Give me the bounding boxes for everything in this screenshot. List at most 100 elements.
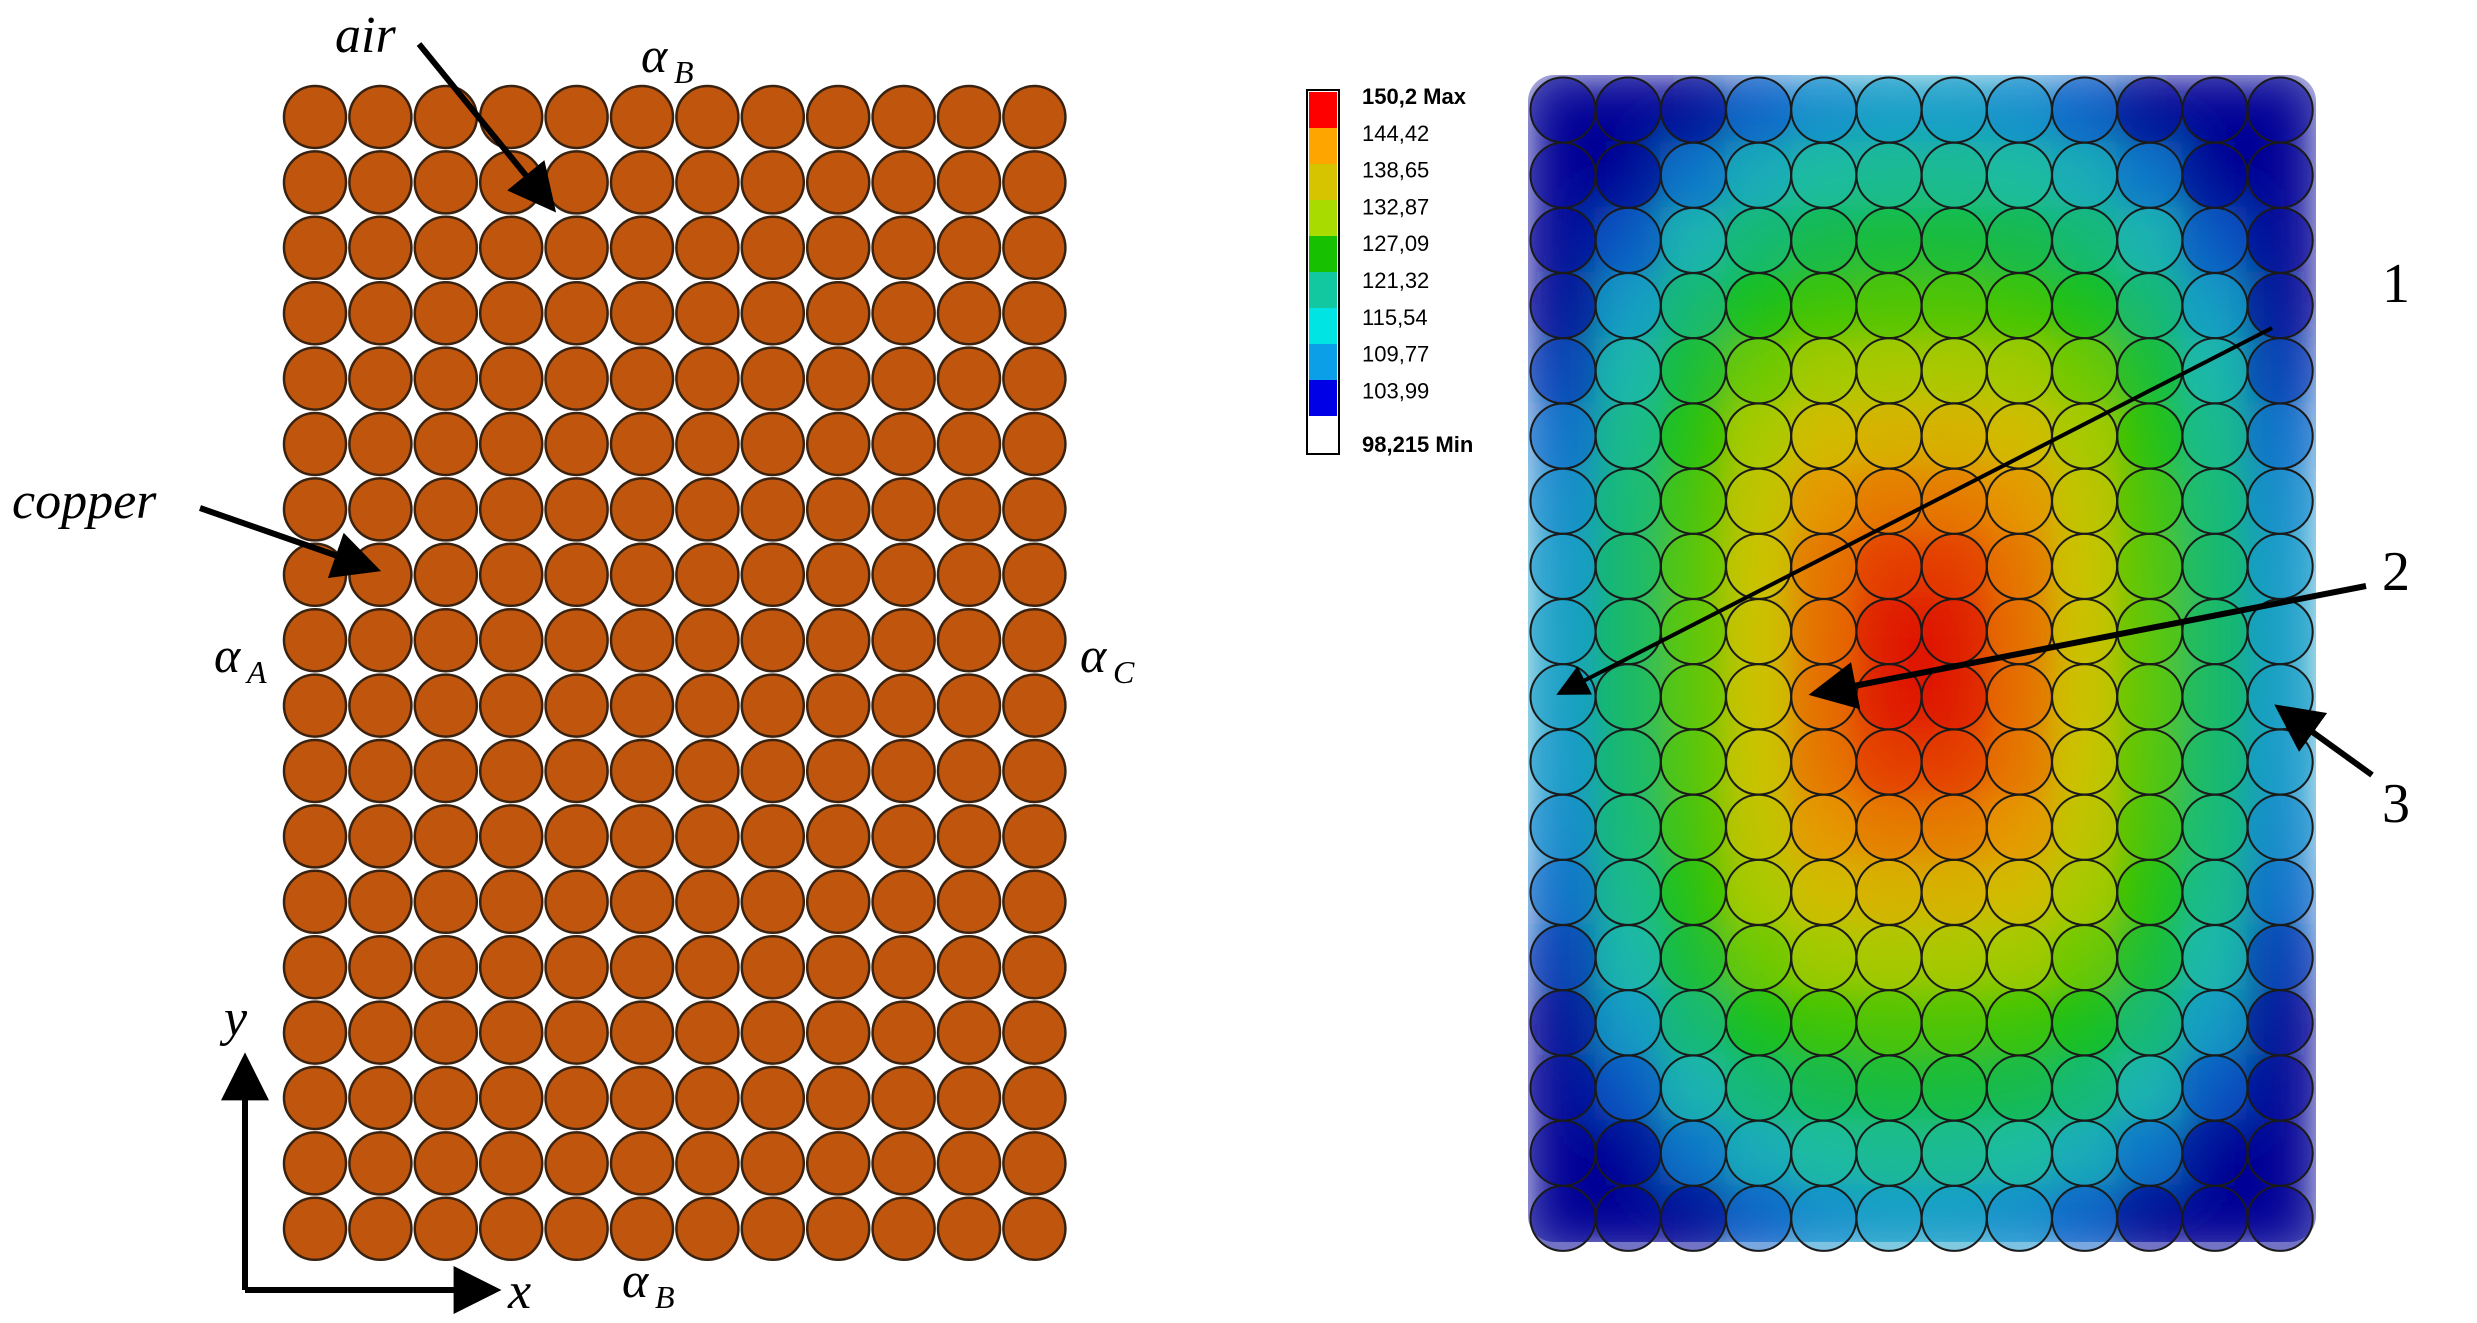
copper-conductor — [413, 150, 479, 215]
callout-2-arrow — [1808, 583, 2367, 710]
copper-conductor — [936, 215, 1002, 281]
conductor-temperature — [1594, 532, 1662, 600]
callout-2-label: 2 — [2382, 541, 2410, 603]
copper-conductor — [740, 1000, 806, 1065]
alpha-a-label: α A — [214, 627, 267, 690]
conductor-temperature — [2051, 76, 2119, 144]
conductor-temperature — [1594, 663, 1662, 731]
copper-conductor — [805, 1065, 871, 1131]
copper-conductor — [675, 934, 740, 1000]
conductor-temperature — [2181, 728, 2249, 796]
copper-conductor — [675, 411, 740, 477]
copper-conductor — [871, 1196, 936, 1262]
copper-conductor — [544, 411, 609, 477]
copper-conductor — [478, 1065, 544, 1131]
conductor-temperature — [1920, 924, 1988, 992]
copper-conductor — [1002, 934, 1067, 1000]
legend-swatch — [1309, 272, 1337, 308]
copper-conductor — [675, 1196, 740, 1262]
copper-conductor — [413, 1131, 479, 1196]
copper-conductor — [871, 84, 936, 150]
conductor-temperature — [1985, 272, 2053, 340]
legend-value-label: 98,215 Min — [1362, 432, 1473, 457]
copper-conductor — [936, 346, 1002, 411]
copper-label: copper — [12, 473, 157, 530]
copper-conductor — [282, 280, 348, 346]
conductor-temperature — [1594, 206, 1662, 274]
copper-conductor — [871, 673, 936, 738]
conductor-temperature — [1725, 141, 1793, 209]
conductor-temperature — [1659, 1054, 1727, 1122]
conductor-temperature — [1790, 728, 1858, 796]
copper-conductor — [805, 346, 871, 411]
copper-conductor — [1002, 411, 1067, 477]
copper-conductor — [348, 1000, 413, 1065]
copper-conductor — [413, 542, 479, 608]
conductor-temperature — [2181, 793, 2249, 861]
copper-conductor — [740, 607, 806, 673]
conductor-temperature — [2051, 272, 2119, 340]
copper-conductor — [740, 84, 806, 150]
copper-conductor — [348, 215, 413, 281]
copper-conductor — [413, 869, 479, 935]
copper-conductor — [1002, 1131, 1067, 1196]
copper-conductor — [936, 934, 1002, 1000]
copper-conductor — [675, 804, 740, 869]
copper-conductor — [1002, 477, 1067, 542]
x-axis-label: x — [507, 1263, 531, 1320]
copper-conductor — [740, 1131, 806, 1196]
conductor-temperature — [2116, 858, 2184, 926]
copper-conductor — [413, 411, 479, 477]
conductor-temperature — [1529, 598, 1597, 666]
legend-value-label: 103,99 — [1362, 378, 1429, 403]
conductor-temperature — [1855, 598, 1923, 666]
conductor-temperature — [1725, 663, 1793, 731]
conductor-temperature — [1725, 728, 1793, 796]
copper-conductor — [413, 84, 479, 150]
conductor-temperature — [2181, 76, 2249, 144]
copper-conductor — [871, 215, 936, 281]
conductor-temperature — [2246, 728, 2314, 796]
conductor-temperature — [2181, 924, 2249, 992]
copper-conductor — [805, 84, 871, 150]
conductor-temperature — [2116, 728, 2184, 796]
copper-conductor — [413, 1196, 479, 1262]
copper-conductor — [740, 1065, 806, 1131]
copper-conductor — [805, 1131, 871, 1196]
conductor-temperature — [1985, 337, 2053, 405]
conductor-temperature — [1920, 76, 1988, 144]
conductor-temperature — [1529, 663, 1597, 731]
svg-text:B: B — [655, 1279, 675, 1315]
conductor-temperature — [1855, 1054, 1923, 1122]
conductor-temperature — [2116, 467, 2184, 535]
conductor-temperature — [1855, 793, 1923, 861]
copper-arrow — [199, 505, 382, 579]
copper-conductor — [871, 738, 936, 804]
conductor-temperature — [1920, 532, 1988, 600]
conductor-temperature — [1529, 1119, 1597, 1187]
conductor-temperature — [1920, 1054, 1988, 1122]
copper-conductor — [282, 84, 348, 150]
conductor-temperature — [1790, 1184, 1858, 1252]
conductor-temperature — [1529, 1184, 1597, 1252]
copper-conductor — [413, 934, 479, 1000]
copper-conductor — [544, 673, 609, 738]
conductor-temperature — [2246, 402, 2314, 470]
conductor-temperature — [1920, 858, 1988, 926]
conductor-temperature — [2181, 467, 2249, 535]
conductor-temperature — [1529, 337, 1597, 405]
copper-conductor — [740, 738, 806, 804]
copper-conductor — [609, 411, 675, 477]
copper-conductor — [1002, 1196, 1067, 1262]
copper-conductor — [544, 1131, 609, 1196]
conductor-temperature — [2246, 989, 2314, 1057]
conductor-temperature — [2051, 337, 2119, 405]
copper-conductor — [282, 934, 348, 1000]
temperature-conductor-grid — [1529, 76, 2314, 1252]
conductor-temperature — [1659, 272, 1727, 340]
copper-conductor — [348, 411, 413, 477]
copper-conductor — [609, 215, 675, 281]
copper-conductor — [609, 346, 675, 411]
conductor-temperature — [1790, 467, 1858, 535]
conductor-temperature — [2116, 1119, 2184, 1187]
